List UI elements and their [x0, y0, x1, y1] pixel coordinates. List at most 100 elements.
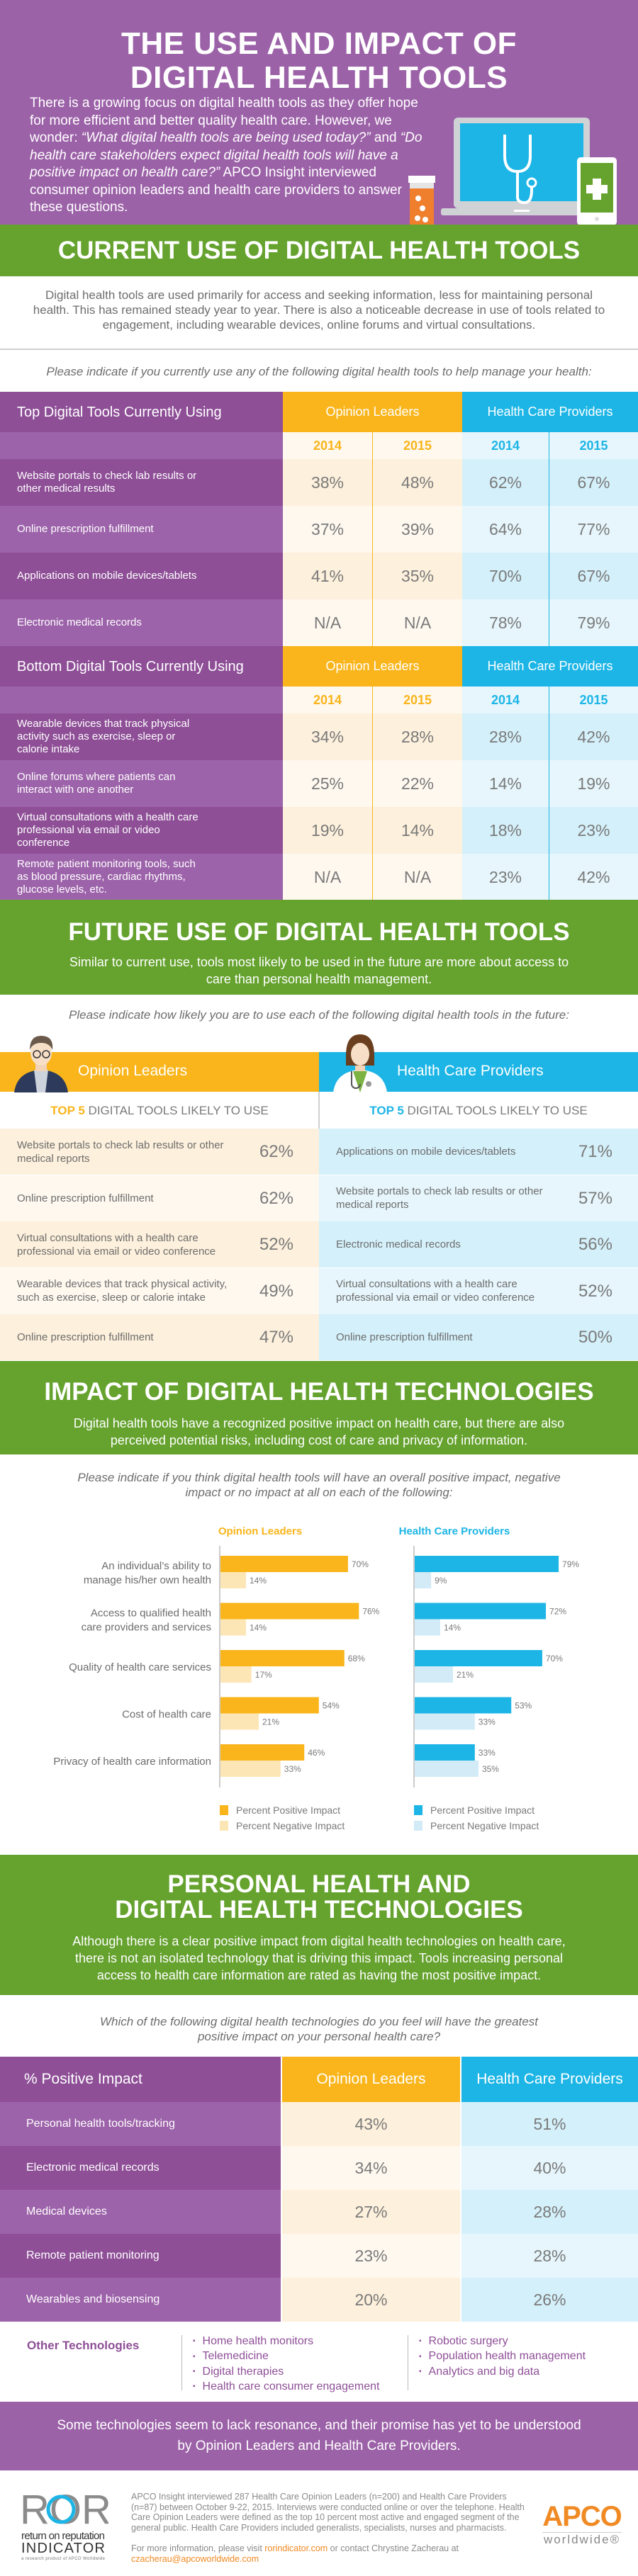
table-cell-value: 41%: [283, 553, 372, 599]
list-item: Online prescription fulfillment 62%: [0, 1175, 319, 1221]
bar-value-label: 70%: [352, 1559, 369, 1569]
row-label: Electronic medical records: [0, 2146, 281, 2190]
bar-value-label: 33%: [478, 1717, 496, 1727]
column-group-opinion-leaders: Opinion Leaders: [283, 392, 462, 432]
intro-text: There is a growing focus on digital heal…: [30, 96, 422, 215]
other-technologies-label: Other Technologies: [27, 2339, 140, 2352]
page-title: THE USE AND IMPACT OF DIGITAL HEALTH TOO…: [121, 26, 517, 95]
year-header: 2014: [283, 432, 372, 459]
impact-banner: IMPACT OF DIGITAL HEALTH TECHNOLOGIES Di…: [0, 1361, 638, 1454]
category-label: Access to qualified health care providers…: [82, 1608, 211, 1634]
year-header: 2015: [549, 432, 638, 459]
negative-impact-bar: [220, 1572, 246, 1588]
positive-impact-bar: [220, 1650, 345, 1666]
category-label-line: Cost of health care: [122, 1709, 211, 1721]
top5-label: TOP 5 DIGITAL TOOLS LIKELY TO USE: [319, 1104, 638, 1118]
bar-value-label: 21%: [262, 1717, 279, 1727]
table-cell-value: 14%: [372, 807, 462, 854]
section-description: Digital health tools have a recognized p…: [73, 1416, 565, 1447]
bar-value-label: 17%: [255, 1670, 272, 1680]
bar-value-label: 33%: [284, 1764, 301, 1774]
tool-value: 50%: [578, 1328, 612, 1347]
legend-swatch: [220, 1821, 228, 1831]
bullet-icon: ▪: [193, 2367, 196, 2376]
list-item-label: Home health monitors: [202, 2335, 314, 2347]
year-header: 2014: [283, 687, 372, 713]
table-cell-value: 64%: [462, 506, 549, 553]
personal-banner: PERSONAL HEALTH AND DIGITAL HEALTH TECHNO…: [0, 1855, 638, 1995]
bar-value-label: 79%: [562, 1559, 579, 1569]
tool-label: Online prescription fulfillment: [336, 1331, 473, 1343]
table-cell-value: 39%: [372, 506, 462, 553]
tool-value: 49%: [259, 1281, 293, 1301]
row-label: Remote patient monitoring tools, such as…: [0, 854, 283, 900]
tool-label: Website portals to check lab results or …: [336, 1185, 543, 1211]
negative-impact-bar: [415, 1572, 432, 1588]
tool-value: 47%: [259, 1328, 293, 1347]
legend-label: Percent Positive Impact: [236, 1804, 340, 1816]
negative-impact-bar: [220, 1666, 252, 1683]
table-cell-value: 28%: [372, 713, 462, 760]
divider: [0, 349, 638, 350]
tool-label: Wearable devices that track physical act…: [17, 1278, 228, 1304]
list-item: ▪ Population health management: [419, 2349, 586, 2363]
other-technologies: Other Technologies ▪ Home health monitors…: [0, 2331, 638, 2398]
bullet-icon: ▪: [419, 2337, 422, 2346]
current-use-banner: CURRENT USE OF DIGITAL HEALTH TOOLS: [0, 225, 638, 276]
row-label: Personal health tools/tracking: [0, 2102, 281, 2146]
ror-indicator-logo: ROR return on reputation INDICATOR a res…: [20, 2487, 108, 2561]
positive-impact-bar: [415, 1744, 475, 1761]
category-label: Privacy of health care information: [53, 1756, 211, 1768]
tool-value: 52%: [578, 1281, 612, 1301]
positive-impact-bar: [415, 1603, 547, 1620]
future-use-banner: FUTURE USE OF DIGITAL HEALTH TOOLS Simil…: [0, 900, 638, 995]
usage-table: Top Digital Tools Currently Using Opinion…: [0, 392, 638, 646]
table-cell-value: 27%: [281, 2190, 460, 2234]
year-header: 2014: [462, 687, 549, 713]
list-item-label: Analytics and big data: [428, 2365, 540, 2378]
table-cell-value: 79%: [549, 599, 638, 646]
positive-impact-bar: [220, 1603, 359, 1620]
tool-label: Online prescription fulfillment: [17, 1331, 154, 1343]
methodology-note: APCO Insight interviewed 287 Health Care…: [131, 2492, 525, 2533]
table-cell-value: N/A: [372, 854, 462, 900]
table-cell-value: 28%: [460, 2190, 638, 2234]
list-item: Virtual consultations with a health care…: [0, 1221, 319, 1267]
table-cell-value: 42%: [549, 713, 638, 760]
category-label: Quality of health care services: [69, 1661, 211, 1673]
rorindicator-link[interactable]: rorindicator.com: [264, 2543, 328, 2553]
negative-impact-bar: [415, 1666, 453, 1683]
table-cell-value: N/A: [372, 599, 462, 646]
bar-value-label: 68%: [348, 1654, 365, 1663]
list-item: ▪ Digital therapies: [193, 2364, 379, 2379]
current-question: Please indicate if you currently use any…: [46, 365, 592, 378]
hero-illustration: [408, 118, 617, 225]
table-heading: Top Digital Tools Currently Using: [0, 392, 283, 432]
table-cell-value: 14%: [462, 760, 549, 807]
year-header: 2015: [372, 432, 462, 459]
list-item-label: Health care consumer engagement: [202, 2380, 380, 2393]
category-label-line: care providers and services: [82, 1622, 211, 1634]
email-link[interactable]: czacherau@apcoworldwide.com: [131, 2553, 259, 2564]
category-label-line: Quality of health care services: [69, 1661, 211, 1673]
list-item: Applications on mobile devices/tablets 71…: [319, 1129, 638, 1175]
positive-impact-bar: [415, 1697, 512, 1714]
year-header: 2015: [372, 687, 462, 713]
other-list-1: ▪ Home health monitors ▪ Telemedicine ▪ Digit…: [193, 2334, 379, 2394]
table-cell-value: N/A: [283, 599, 372, 646]
year-header: 2014: [462, 432, 549, 459]
bullet-icon: ▪: [193, 2352, 196, 2361]
table-cell-value: 48%: [372, 459, 462, 506]
svg-text:ROR: ROR: [20, 2487, 108, 2533]
table-cell-value: 67%: [549, 553, 638, 599]
doctor-avatar-icon: [333, 1034, 387, 1092]
group-name: Health Care Providers: [397, 1063, 544, 1079]
bar-value-label: 14%: [250, 1623, 267, 1633]
list-item-label: Digital therapies: [202, 2365, 284, 2378]
table-cell-value: 22%: [372, 760, 462, 807]
row-label: Online prescription fulfillment: [0, 506, 283, 553]
positive-impact-bar: [220, 1556, 348, 1572]
category-label: An individual’s ability to manage his/her…: [84, 1560, 211, 1586]
table-cell-value: 23%: [549, 807, 638, 854]
pill-bottle-icon: [408, 176, 435, 225]
